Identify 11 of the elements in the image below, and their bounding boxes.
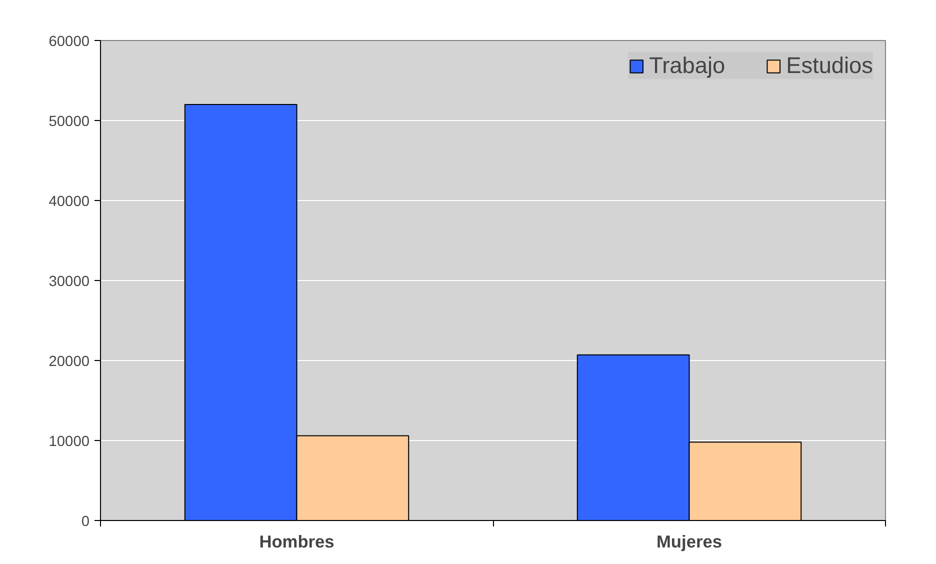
y-tick-label: 0: [81, 514, 90, 530]
y-tick-label: 20000: [48, 354, 90, 370]
y-tick-label: 30000: [48, 274, 90, 290]
y-tick-label: 40000: [48, 194, 90, 210]
legend-label: Estudios: [786, 52, 873, 79]
legend-label: Trabajo: [649, 52, 726, 79]
y-tick-label: 60000: [48, 34, 90, 50]
y-tick-label: 50000: [48, 114, 90, 130]
x-tick-label: Hombres: [259, 532, 334, 552]
y-tick-label: 10000: [48, 434, 90, 450]
x-tick-label: Mujeres: [656, 532, 722, 552]
